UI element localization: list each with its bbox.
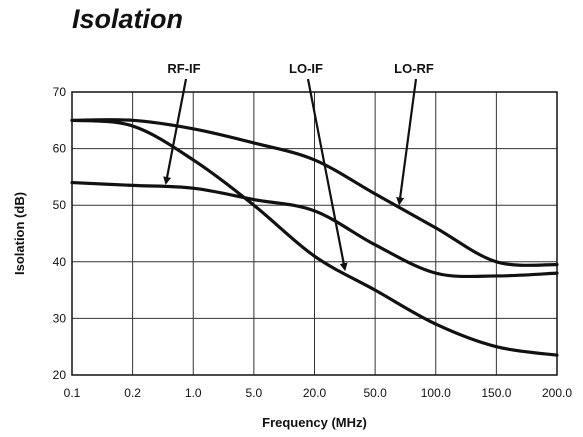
y-tick-label: 40 <box>53 255 67 269</box>
annotation-arrow-rf-if <box>163 78 188 185</box>
grid <box>71 91 558 376</box>
series-line-lo-if <box>70 118 559 357</box>
x-tick-labels: 0.1 0.2 1.0 5.0 20.0 50.0 100.0 150.0 200.0 <box>64 386 573 400</box>
x-tick-label: 5.0 <box>246 386 263 400</box>
annotation-arrow-lo-if <box>306 78 348 272</box>
y-tick-label: 70 <box>53 85 67 99</box>
series-line-rf-if <box>70 180 559 279</box>
annotation-label-rf-if: RF-IF <box>167 61 200 76</box>
y-tick-label: 60 <box>53 142 67 156</box>
plot-frame <box>71 91 558 376</box>
x-axis-label: Frequency (MHz) <box>262 415 367 430</box>
x-tick-label: 1.0 <box>185 386 202 400</box>
x-tick-label: 50.0 <box>363 386 387 400</box>
x-tick-label: 0.1 <box>64 386 81 400</box>
y-tick-label: 20 <box>53 368 67 382</box>
x-tick-label: 200.0 <box>542 386 572 400</box>
x-tick-label: 0.2 <box>124 386 141 400</box>
annotation-label-lo-rf: LO-RF <box>394 61 434 76</box>
x-tick-label: 150.0 <box>481 386 511 400</box>
x-tick-label: 20.0 <box>303 386 327 400</box>
y-axis-label: Isolation (dB) <box>12 192 27 275</box>
chart-title: Isolation <box>72 4 184 34</box>
y-tick-labels: 20 30 40 50 60 70 <box>53 85 67 382</box>
annotations: RF-IF LO-IF LO-RF <box>163 61 434 272</box>
y-tick-label: 30 <box>53 311 67 325</box>
x-tick-label: 100.0 <box>421 386 451 400</box>
y-tick-label: 50 <box>53 198 67 212</box>
series-lines <box>70 118 559 357</box>
series-line-lo-rf <box>70 118 559 267</box>
annotation-arrow-lo-rf <box>396 78 418 206</box>
annotation-label-lo-if: LO-IF <box>289 61 323 76</box>
